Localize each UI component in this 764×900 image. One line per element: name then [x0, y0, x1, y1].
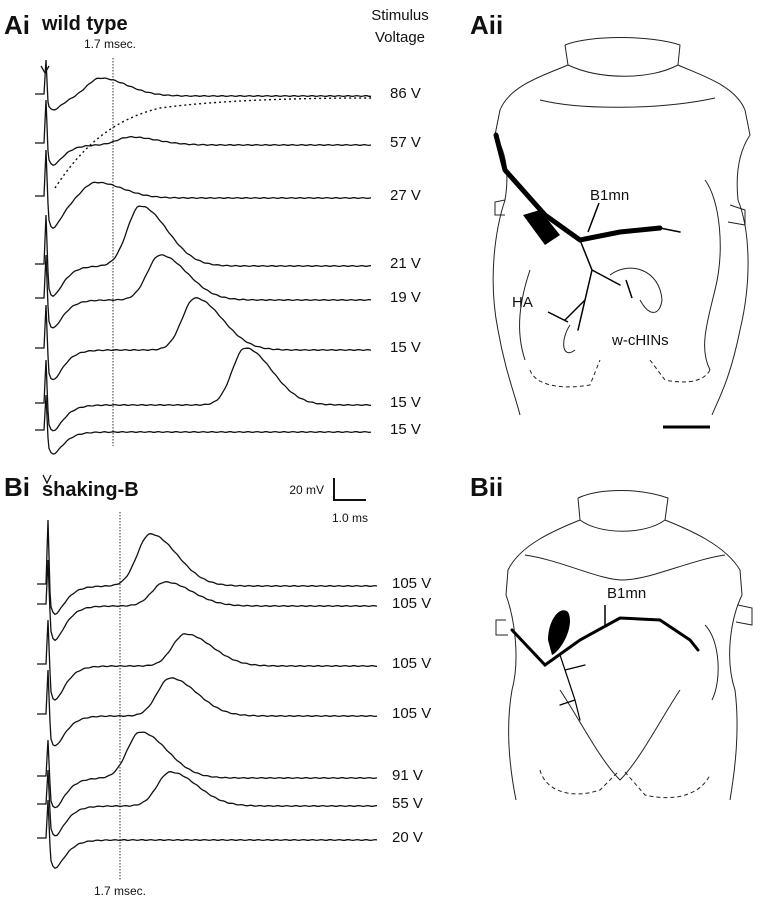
trace-label: 105 V [392, 705, 431, 722]
trace-label: 15 V [390, 339, 421, 356]
header: Stimulus [371, 7, 429, 24]
annotation: B1mn [590, 187, 629, 204]
trace-label: 57 V [390, 134, 421, 151]
trace-label: 19 V [390, 289, 421, 306]
scale-bar [333, 478, 366, 501]
stim-arrow [42, 474, 52, 485]
thorax-drawing [495, 490, 753, 801]
trace [37, 619, 378, 701]
traces: 86 V 57 V 27 V 21 V 19 V 15 V 15 V 15 V [35, 59, 421, 455]
trace [35, 297, 372, 381]
panel-label: Ai [4, 10, 30, 40]
annotation: HA [512, 294, 533, 311]
trace [35, 149, 372, 230]
panel-label: Aii [470, 10, 503, 40]
trace-label: 105 V [392, 595, 431, 612]
trace-label: 15 V [390, 421, 421, 438]
trace-label: 55 V [392, 795, 423, 812]
panel-label: Bii [470, 472, 503, 502]
trace [35, 254, 372, 329]
trace [35, 99, 372, 166]
annotation: w-cHINs [611, 332, 669, 349]
thorax-drawing [492, 37, 751, 429]
trace-label: 91 V [392, 767, 423, 784]
time-marker: 1.7 msec. [94, 884, 146, 898]
trace [35, 205, 372, 298]
fit-curve [54, 97, 373, 189]
trace-label: 86 V [390, 85, 421, 102]
trace [37, 799, 378, 869]
scale-label: 1.0 ms [332, 511, 368, 525]
trace-label: 27 V [390, 187, 421, 204]
trace-label: 21 V [390, 255, 421, 272]
annotation: B1mn [607, 585, 646, 602]
traces: 105 V 105 V 105 V 105 V 91 V 55 V 20 V [37, 519, 431, 869]
panel-label: Bi [4, 472, 30, 502]
time-marker: 1.7 msec. [84, 37, 136, 51]
trace [35, 59, 371, 111]
trace [37, 669, 378, 747]
trace [37, 731, 378, 809]
trace [37, 519, 378, 616]
trace [35, 347, 372, 432]
panel-title: shaking-B [42, 479, 139, 501]
panel-title: wild type [41, 13, 128, 35]
header: Voltage [375, 29, 425, 46]
trace [37, 559, 378, 642]
trace [37, 769, 378, 837]
scale-label: 20 mV [289, 483, 324, 497]
trace-label: 20 V [392, 829, 423, 846]
trace [35, 394, 372, 455]
trace-label: 15 V [390, 394, 421, 411]
trace-label: 105 V [392, 575, 431, 592]
trace-label: 105 V [392, 655, 431, 672]
